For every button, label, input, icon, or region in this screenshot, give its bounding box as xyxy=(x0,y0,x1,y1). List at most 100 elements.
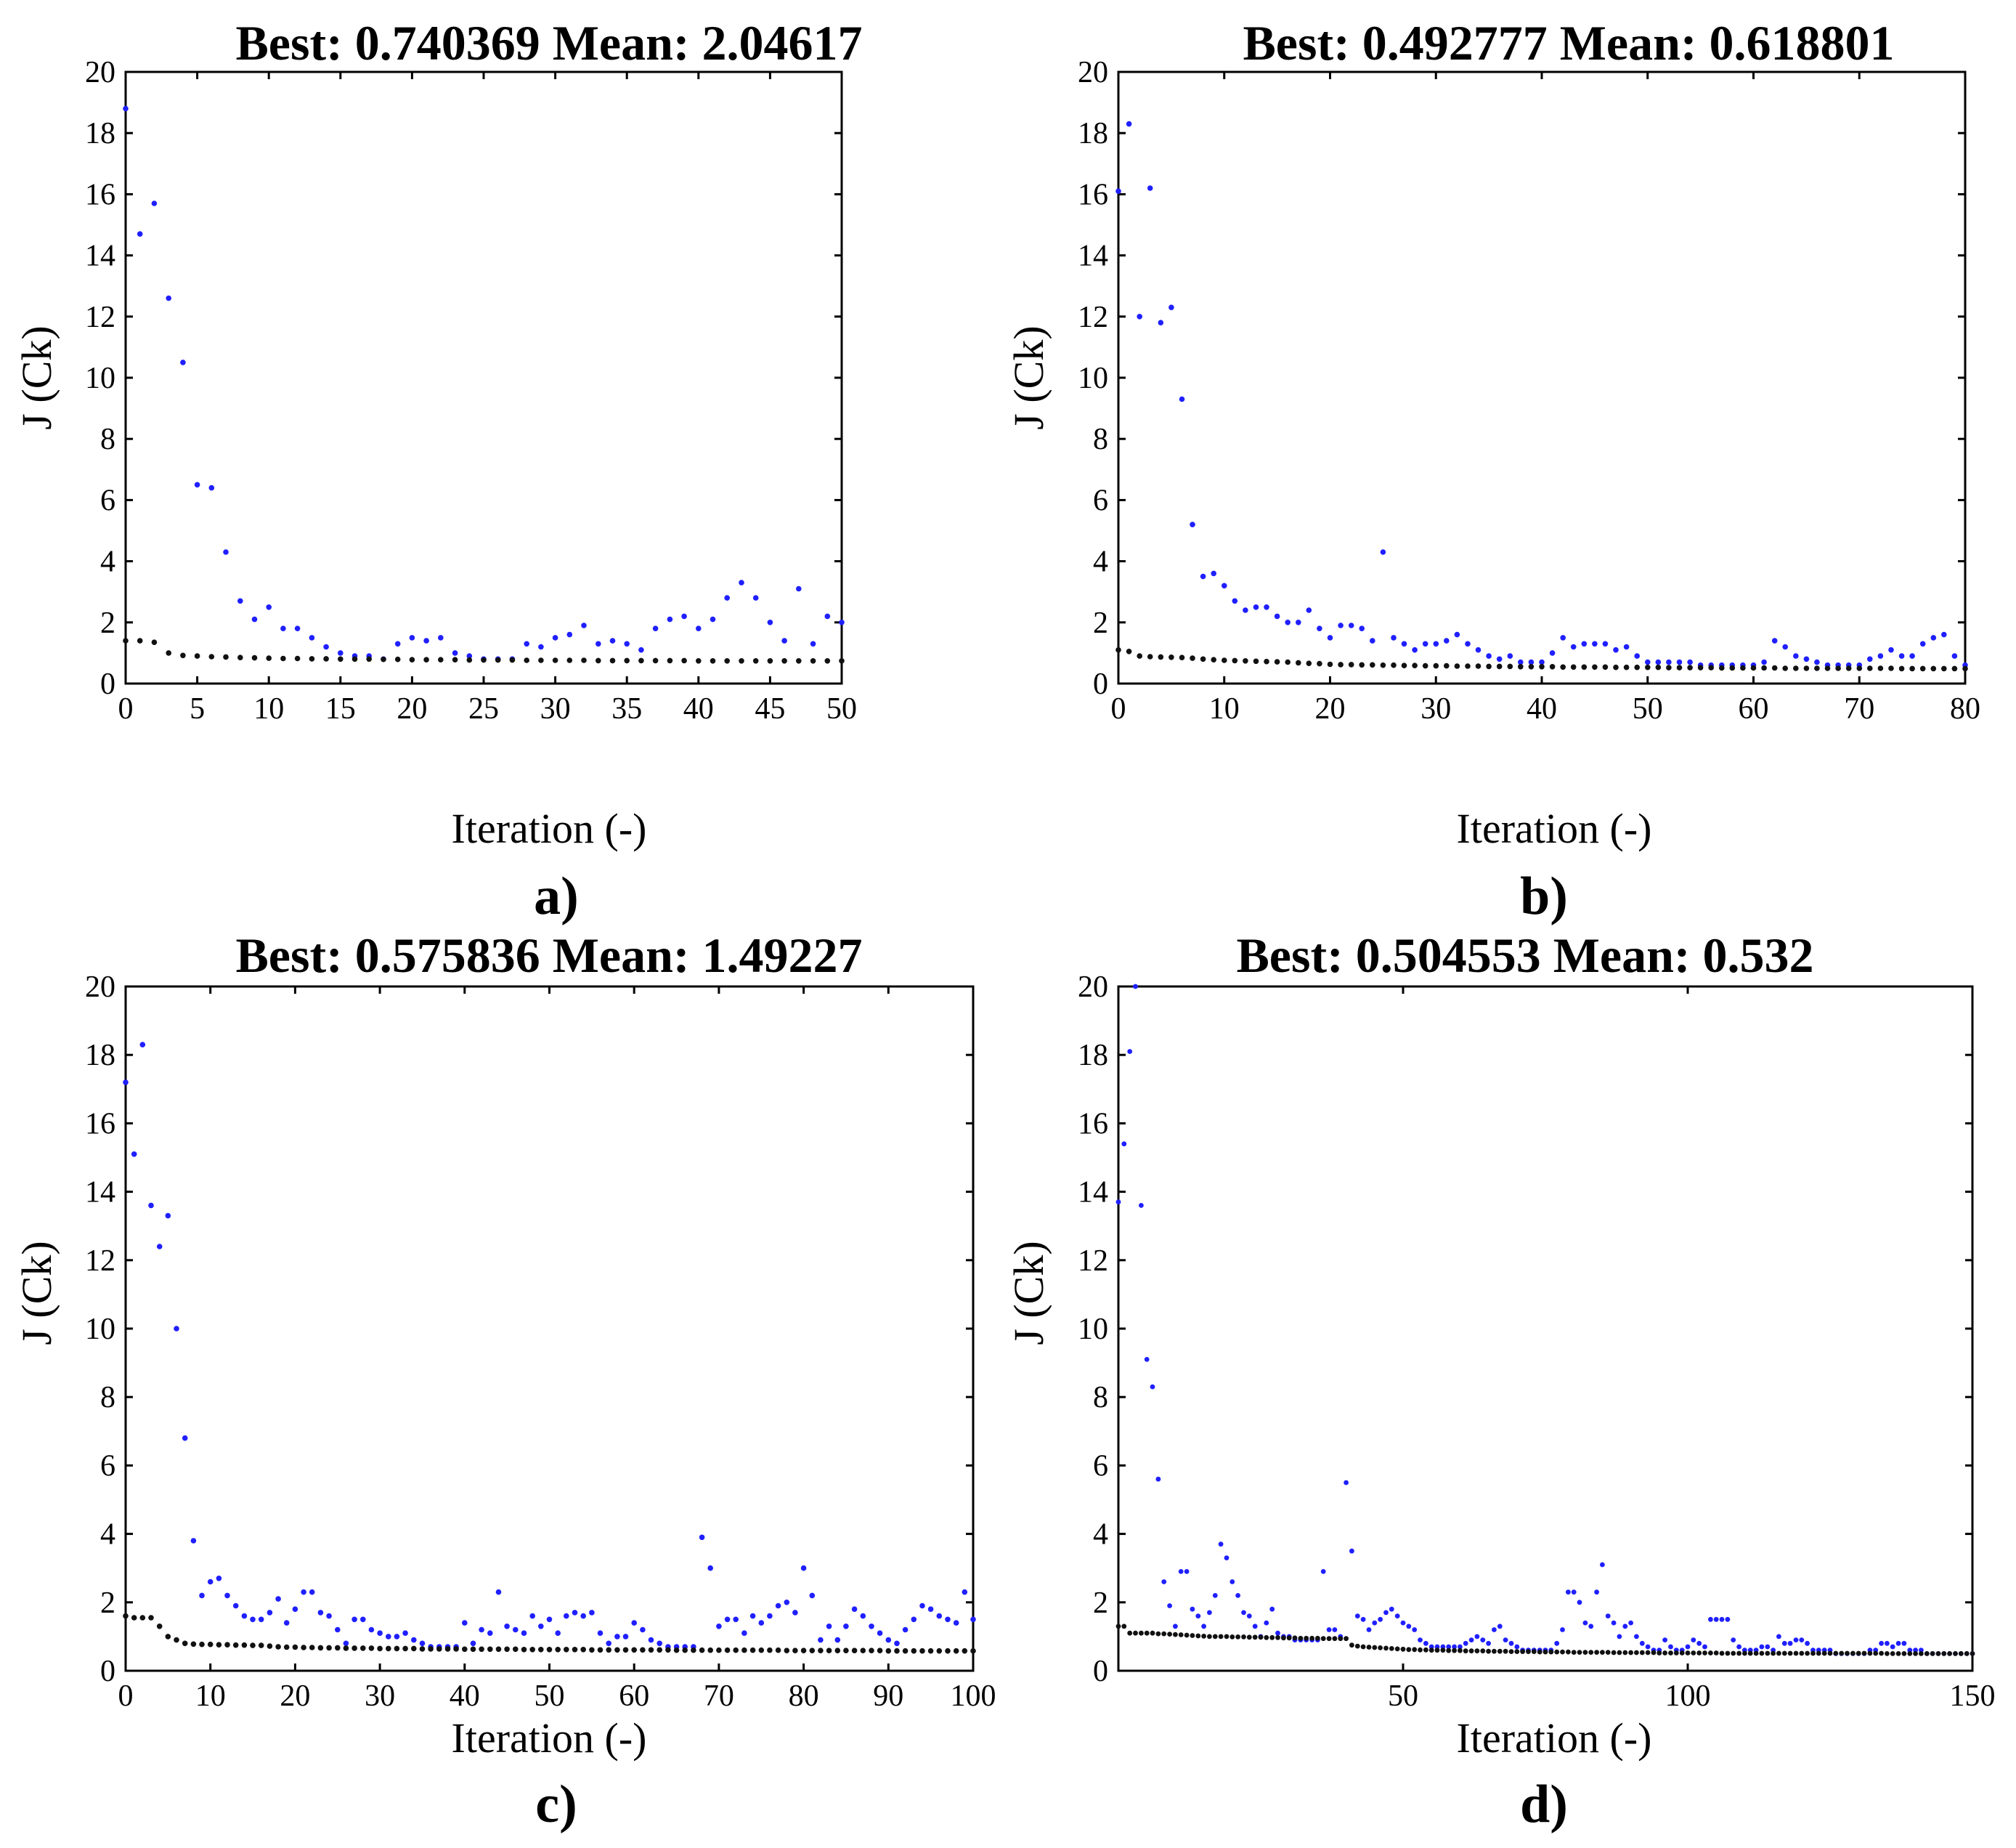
panel-d-mean-point xyxy=(1178,1569,1184,1574)
panel-d-best-point xyxy=(1901,1651,1907,1656)
panel-d-mean-point xyxy=(1622,1624,1628,1629)
panel-d-mean-point xyxy=(1503,1637,1508,1643)
panel-d-ytick-label: 2 xyxy=(1093,1586,1108,1620)
panel-a-mean-point xyxy=(810,641,816,647)
panel-b-best-point xyxy=(1888,665,1894,671)
panel-c-ytick-label: 2 xyxy=(100,1586,115,1620)
panel-d-mean-point xyxy=(1264,1620,1269,1626)
panel-a-best-point xyxy=(710,658,716,664)
panel-c-best-point xyxy=(800,1648,807,1653)
panel-d-best-point xyxy=(1212,1634,1218,1640)
panel-a-mean-point xyxy=(123,105,129,112)
panel-b-mean-point xyxy=(1380,549,1386,555)
panel-d-best-point xyxy=(1406,1647,1412,1653)
panel-d-mean-point xyxy=(1246,1613,1252,1619)
panel-a-mean-point xyxy=(251,616,258,623)
panel-d-best-point xyxy=(1115,1624,1121,1629)
panel-d-mean-point xyxy=(1731,1637,1736,1643)
panel-d-best-point xyxy=(1269,1634,1275,1640)
panel-c-best-point xyxy=(843,1648,849,1653)
panel-a-best-point xyxy=(681,657,687,664)
panel-b-mean-point xyxy=(1253,604,1259,610)
panel-d-best-point xyxy=(1617,1650,1622,1655)
panel-d-best-point xyxy=(1753,1650,1759,1656)
panel-d-mean-point xyxy=(1201,1624,1206,1629)
panel-d-best-point xyxy=(1372,1645,1378,1650)
panel-c-best-point xyxy=(622,1647,629,1653)
panel-a-xtick-label: 30 xyxy=(540,692,571,726)
panel-b-mean-point xyxy=(1793,653,1799,659)
panel-d-mean-point xyxy=(1765,1644,1771,1650)
panel-b-mean-point xyxy=(1190,522,1195,527)
panel-d-best-point xyxy=(1861,1650,1867,1656)
panel-d-best-point xyxy=(1474,1648,1480,1654)
panel-c-best-point xyxy=(377,1645,383,1652)
panel-c-label: c) xyxy=(535,1775,577,1834)
panel-d-best-point xyxy=(1747,1650,1753,1656)
panel-a-xtick-label: 20 xyxy=(397,692,427,726)
panel-d-mean-point xyxy=(1366,1627,1372,1632)
panel-b-axes: 0 2 4 6 8 10 12 14 16 18 20 0 10 20 30 40 50 60 70 80 xyxy=(1078,56,1980,726)
panel-c-best-point xyxy=(444,1646,451,1652)
panel-b-mean-point xyxy=(1623,644,1630,650)
panel-c-best-point xyxy=(232,1642,239,1648)
panel-c-best-point xyxy=(555,1647,561,1653)
panel-d-best-point xyxy=(1548,1649,1554,1655)
panel-d-best-point xyxy=(1634,1650,1639,1655)
panel-d-best-point xyxy=(1452,1648,1457,1653)
panel-b-best-point xyxy=(1454,663,1460,669)
panel-a-ytick-label: 14 xyxy=(85,240,115,273)
panel-b-mean-point xyxy=(1803,656,1810,662)
panel-c-best-point xyxy=(640,1647,646,1653)
panel-b-mean-point xyxy=(1317,625,1322,631)
panel-a-best-point xyxy=(294,655,301,662)
panel-c-best-point xyxy=(911,1648,917,1654)
panel-d-mean-point xyxy=(1115,1199,1121,1205)
panel-d-best-point xyxy=(1486,1648,1491,1654)
panel-d-best-point xyxy=(1845,1650,1850,1656)
panel-c-best-point xyxy=(521,1647,527,1653)
panel-d-best-point xyxy=(1139,1630,1144,1636)
panel-b-best-point xyxy=(1285,659,1291,665)
panel-c-best-point xyxy=(402,1645,408,1652)
panel-d-best-point xyxy=(1594,1650,1600,1655)
panel-d-best-point xyxy=(1850,1650,1856,1656)
panel-a-ytick-label: 2 xyxy=(100,607,115,640)
panel-d-mean-point xyxy=(1719,1616,1725,1622)
panel-d-mean-point xyxy=(1428,1644,1434,1650)
panel-d-best-point xyxy=(1338,1636,1344,1642)
panel-d-best-point xyxy=(1440,1648,1446,1653)
panel-c-mean-point xyxy=(640,1626,646,1633)
panel-c-mean-point xyxy=(733,1616,739,1623)
panel-b-best-point xyxy=(1465,663,1471,669)
panel-c-best-point xyxy=(657,1647,662,1653)
panel-c-best-point xyxy=(301,1645,306,1650)
panel-b-mean-point xyxy=(1814,659,1820,665)
panel-b-best-point xyxy=(1327,661,1333,668)
panel-d-best-point xyxy=(1258,1634,1264,1640)
panel-d-mean-point xyxy=(1161,1579,1167,1584)
panel-d-mean-point xyxy=(1508,1640,1514,1646)
panel-c-best-point xyxy=(564,1647,569,1653)
panel-c-best-point xyxy=(851,1648,858,1653)
panel-d-mean-point xyxy=(1799,1637,1805,1643)
panel-c-mean-point xyxy=(283,1620,290,1626)
panel-d-best-point xyxy=(1480,1648,1486,1654)
panel-d-best-point xyxy=(1184,1632,1190,1638)
panel-d-best-point xyxy=(1492,1648,1497,1654)
panel-d-mean-point xyxy=(1167,1603,1172,1608)
panel-b-mean-point xyxy=(1592,641,1598,647)
panel-d-mean-point xyxy=(1389,1606,1394,1612)
panel-d-mean-point xyxy=(1582,1620,1588,1626)
panel-c-xtick-label: 60 xyxy=(619,1679,649,1713)
panel-b-best-point xyxy=(1264,658,1269,665)
panel-d-best-point xyxy=(1588,1650,1594,1655)
panel-a-best-point xyxy=(409,657,415,662)
panel-b-best-point xyxy=(1687,665,1693,670)
panel-c-mean-point xyxy=(597,1630,603,1636)
panel-d-best-point xyxy=(1383,1645,1389,1651)
panel-d-best-point xyxy=(1668,1650,1673,1655)
panel-b-mean-point xyxy=(1200,573,1206,580)
panel-d-best-point xyxy=(1879,1650,1885,1656)
panel-d-best-point xyxy=(1201,1634,1206,1639)
